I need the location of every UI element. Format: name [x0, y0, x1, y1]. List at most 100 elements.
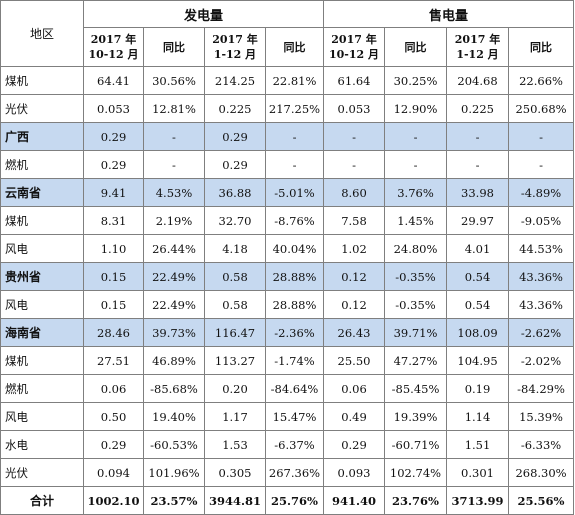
table-row: 燃机 0.29-0.29- - - - -: [0, 150, 575, 179]
table-cell: 0.20: [204, 374, 266, 403]
table-cell: 61.64: [323, 66, 386, 95]
table-cell: 12.90%: [384, 94, 448, 123]
table-cell: 0.053: [323, 94, 386, 123]
table-cell: 0.225: [446, 94, 510, 123]
table-cell: 30.56%: [143, 66, 205, 95]
table-cell: 1.53: [204, 430, 266, 459]
table-cell: 108.09: [446, 318, 510, 347]
table-cell: 0.54: [446, 290, 510, 319]
table-row: 风电 0.50 19.40% 1.17 15.47% 0.49 19.39% 1.14 15.3…: [0, 402, 575, 431]
table-cell: 1.17: [204, 402, 266, 431]
table-cell: 0.12: [323, 262, 386, 291]
column-header: 2017 年 10-12 月: [83, 27, 144, 67]
table-cell: 941.40: [323, 486, 386, 515]
table-cell: 29.97: [446, 206, 510, 235]
province-row: 贵州省 0.15 22.49% 0.58 28.88% 0.12 -0.35% 0.54 43.…: [0, 262, 575, 291]
table-cell: -4.89%: [508, 178, 575, 207]
table-cell: 0.093: [323, 458, 386, 487]
row-label: 光伏: [0, 94, 84, 123]
table-cell: 3.76%: [384, 178, 448, 207]
table-cell: 250.68%: [508, 94, 575, 123]
table-cell: 25.56%: [508, 486, 575, 515]
table-cell: -85.45%: [384, 374, 448, 403]
table-cell: 22.81%: [264, 66, 325, 95]
table-cell: 25.50: [323, 346, 386, 375]
table-cell: 1002.10: [83, 486, 144, 515]
table-cell: -6.37%: [264, 430, 325, 459]
table-cell: 4.01: [446, 234, 510, 263]
table-row: 煤机 27.51 46.89% 113.27 -1.74% 25.50 47.27% 104.…: [0, 346, 575, 375]
table-cell: 116.47: [204, 318, 266, 347]
table-cell: -1.74%: [264, 346, 325, 375]
table-cell: 15.47%: [264, 402, 325, 431]
table-cell: -5.01%: [264, 178, 325, 207]
table-cell: -: [508, 122, 575, 151]
table-cell: -: [264, 150, 325, 179]
table-cell: 25.76%: [264, 486, 325, 515]
table-cell: 113.27: [204, 346, 266, 375]
table-cell: 0.29: [83, 122, 144, 151]
table-cell: 36.88: [204, 178, 266, 207]
table-cell: 0.29: [83, 150, 144, 179]
table-cell: -8.76%: [264, 206, 325, 235]
table-cell: 46.89%: [143, 346, 205, 375]
province-row: 广西 0.29-0.29- - - - -: [0, 122, 575, 151]
table-cell: 0.305: [204, 458, 266, 487]
table-cell: 12.81%: [143, 94, 205, 123]
row-label: 海南省: [0, 318, 84, 347]
table-cell: -0.35%: [384, 290, 448, 319]
table-cell: 0.54: [446, 262, 510, 291]
table-cell: 217.25%: [264, 94, 325, 123]
row-label: 光伏: [0, 458, 84, 487]
table-cell: 0.29: [204, 150, 266, 179]
column-header: 同比: [143, 27, 205, 67]
table-cell: 2.19%: [143, 206, 205, 235]
table-cell: 0.29: [323, 430, 386, 459]
table-cell: 15.39%: [508, 402, 575, 431]
table-cell: 102.74%: [384, 458, 448, 487]
table-cell: 1.51: [446, 430, 510, 459]
table-row: 风电 0.15 22.49% 0.58 28.88% 0.12 -0.35% 0.54 43.3…: [0, 290, 575, 319]
table-cell: 19.39%: [384, 402, 448, 431]
row-label: 风电: [0, 290, 84, 319]
row-label: 煤机: [0, 206, 84, 235]
column-header: 同比: [384, 27, 448, 67]
table-cell: 4.18: [204, 234, 266, 263]
row-label: 水电: [0, 430, 84, 459]
table-cell: 44.53%: [508, 234, 575, 263]
table-cell: 32.70: [204, 206, 266, 235]
table-cell: 0.50: [83, 402, 144, 431]
table-cell: -60.71%: [384, 430, 448, 459]
table-cell: 1.45%: [384, 206, 448, 235]
table-cell: 4.53%: [143, 178, 205, 207]
table-cell: 33.98: [446, 178, 510, 207]
table-cell: -: [143, 150, 205, 179]
table-cell: -2.02%: [508, 346, 575, 375]
row-label: 风电: [0, 234, 84, 263]
table-cell: 0.49: [323, 402, 386, 431]
row-label: 广西: [0, 122, 84, 151]
table-cell: 0.29: [83, 430, 144, 459]
table-cell: 30.25%: [384, 66, 448, 95]
column-header-row: 2017 年 10-12 月同比 2017 年 1-12 月同比 2017 年 10…: [1, 27, 575, 67]
table-cell: 8.31: [83, 206, 144, 235]
table-cell: 214.25: [204, 66, 266, 95]
table-cell: 43.36%: [508, 262, 575, 291]
table-cell: 3944.81: [204, 486, 266, 515]
table-cell: 0.053: [83, 94, 144, 123]
table-cell: 19.40%: [143, 402, 205, 431]
table-cell: 0.094: [83, 458, 144, 487]
table-cell: 28.46: [83, 318, 144, 347]
table-cell: -: [323, 150, 386, 179]
column-header: 2017 年 10-12 月: [323, 27, 386, 67]
table-cell: 1.10: [83, 234, 144, 263]
table-cell: 0.225: [204, 94, 266, 123]
table-cell: 24.80%: [384, 234, 448, 263]
table-row: 煤机 8.31 2.19% 32.70 -8.76% 7.58 1.45% 29.97 -9.0…: [0, 206, 575, 235]
table-cell: 22.49%: [143, 290, 205, 319]
table-cell: -60.53%: [143, 430, 205, 459]
table-cell: 104.95: [446, 346, 510, 375]
table-row: 燃机 0.06 -85.68% 0.20 -84.64% 0.06 -85.45% 0.19-…: [0, 374, 575, 403]
row-label: 合计: [0, 486, 84, 515]
table-cell: -: [446, 122, 510, 151]
